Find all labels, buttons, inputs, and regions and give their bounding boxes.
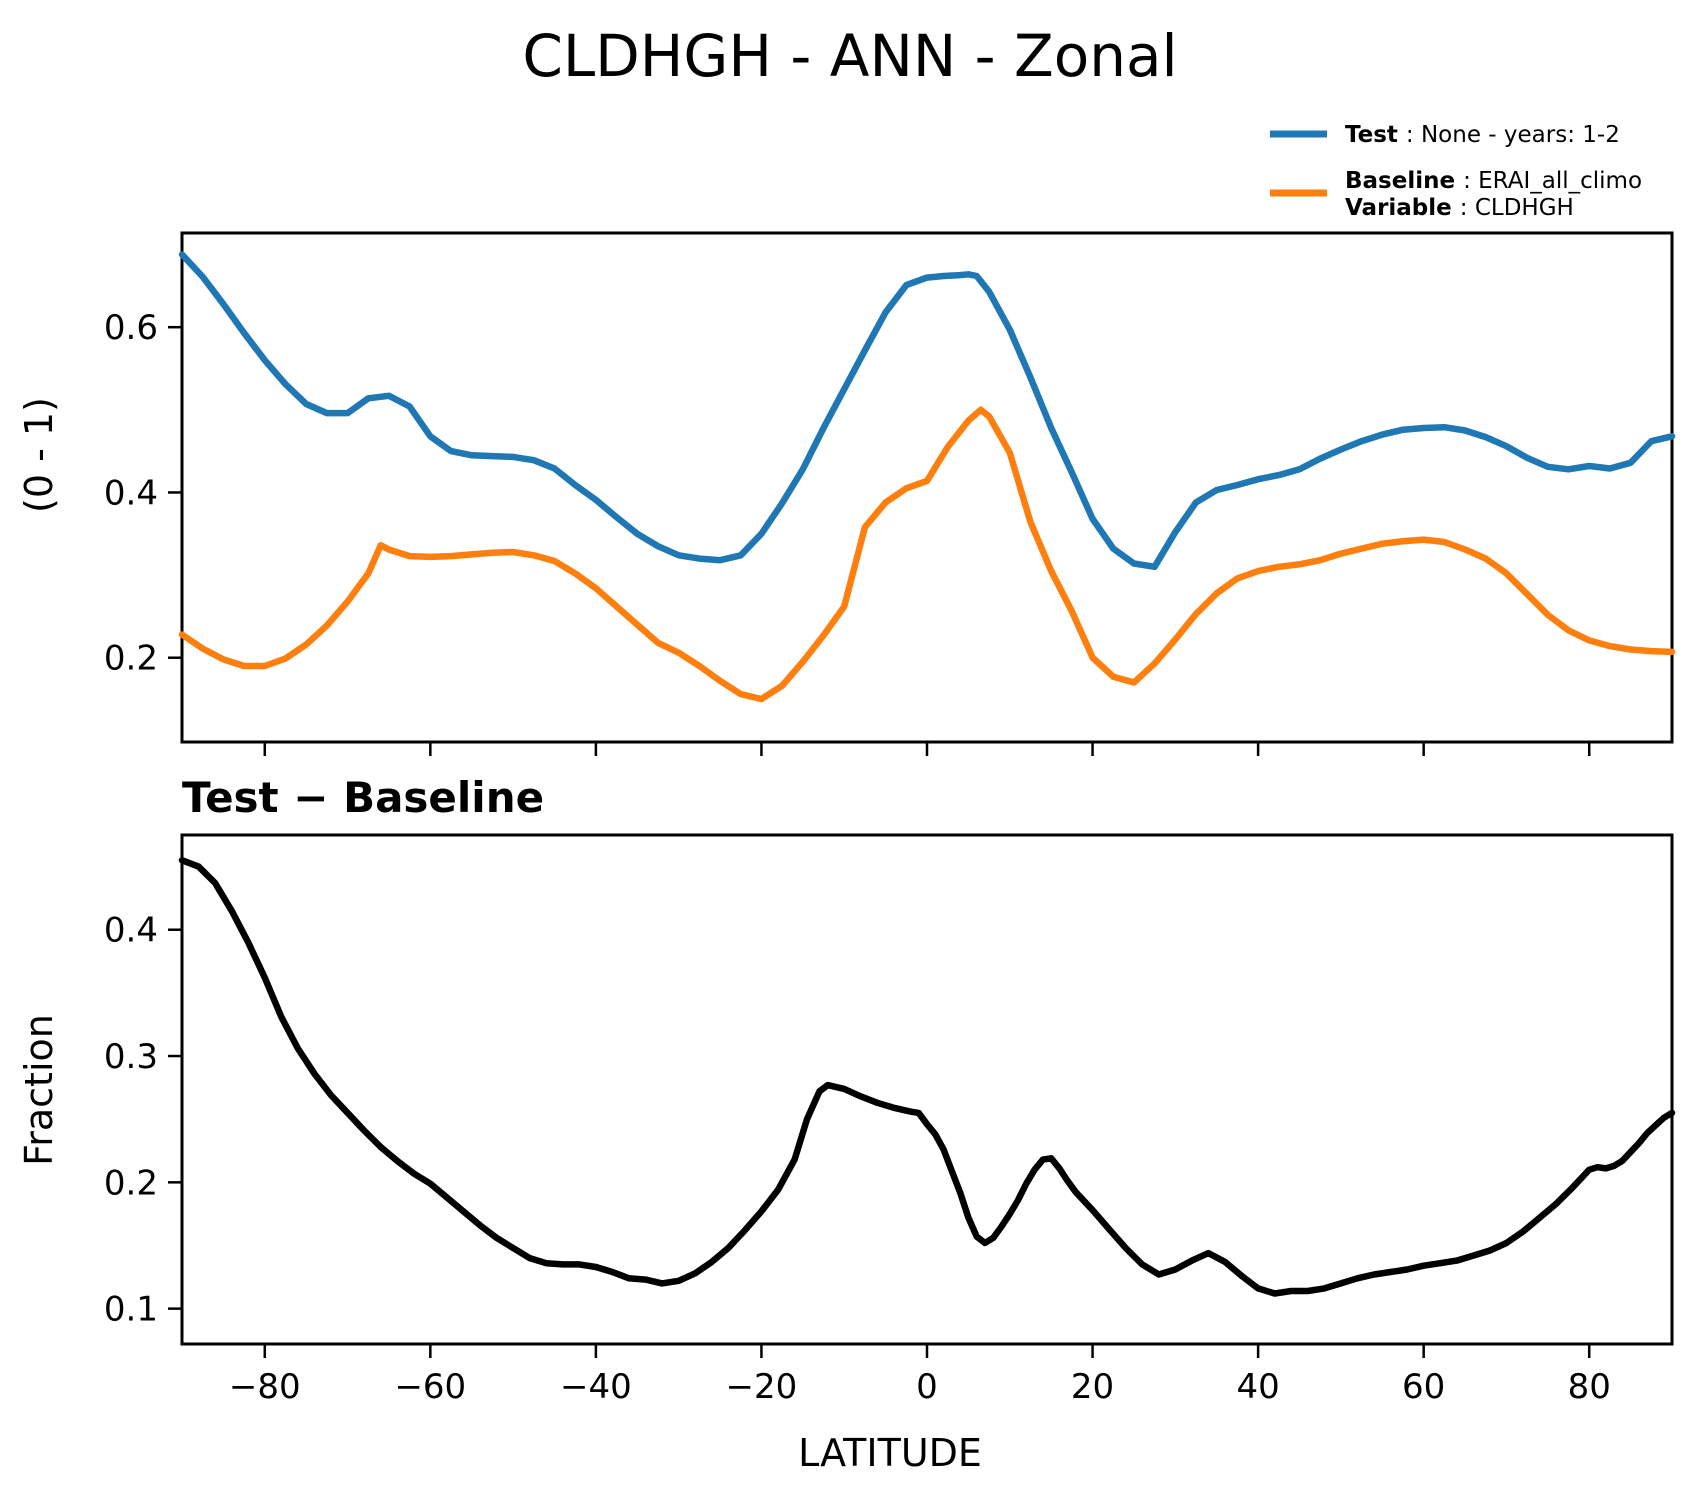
upper-axes-frame xyxy=(180,231,1674,744)
upper-axes-series xyxy=(178,251,1676,703)
legend-baseline-entry: Baseline: ERAI_all_climo xyxy=(1345,168,1642,194)
x-tick-label: 20 xyxy=(1071,1367,1114,1407)
lower-axes-ticks: −80 −60 −40 −20 0 20 40 60 80 0.1 0.2 0.3 0.4 xyxy=(104,911,1611,1407)
upper-axes: (0 - 1) 0.2 0.4 0.6 xyxy=(17,231,1676,756)
x-tick-label: −20 xyxy=(726,1367,798,1407)
lower-axes-series xyxy=(178,857,1676,1297)
x-tick-label: −80 xyxy=(229,1367,301,1407)
x-axis-label: LATITUDE xyxy=(798,1431,982,1475)
y-tick-label: 0.2 xyxy=(104,639,158,679)
y-tick-label: 0.1 xyxy=(104,1290,158,1330)
difference-panel-title: Test − Baseline xyxy=(182,773,544,822)
y-tick-label: 0.4 xyxy=(104,911,158,951)
x-tick-label: −40 xyxy=(560,1367,632,1407)
series-line xyxy=(178,251,1676,571)
series-line xyxy=(178,406,1676,703)
upper-axes-ticks: 0.2 0.4 0.6 xyxy=(104,308,1591,756)
legend-variable-entry: Variable: CLDHGH xyxy=(1345,195,1574,221)
y-tick-label: 0.2 xyxy=(104,1163,158,1203)
lower-y-axis-label: Fraction xyxy=(17,1014,61,1166)
lower-axes: Fraction LATITUDE −80 −60 −40 −20 0 20 40 60 80 0… xyxy=(17,833,1676,1475)
legend: Test: None - years: 1-2 Baseline: ERAI_a… xyxy=(1270,122,1642,221)
upper-y-axis-label: (0 - 1) xyxy=(17,397,61,513)
x-tick-label: 80 xyxy=(1568,1367,1611,1407)
x-tick-label: 60 xyxy=(1402,1367,1445,1407)
y-tick-label: 0.4 xyxy=(104,473,158,513)
x-tick-label: −60 xyxy=(394,1367,466,1407)
y-tick-label: 0.6 xyxy=(104,308,158,348)
lower-axes-frame xyxy=(180,833,1674,1346)
x-tick-label: 0 xyxy=(916,1367,938,1407)
series-line xyxy=(178,857,1676,1297)
x-tick-label: 40 xyxy=(1236,1367,1279,1407)
legend-test-entry: Test: None - years: 1-2 xyxy=(1345,122,1620,148)
page-title: CLDHGH - ANN - Zonal xyxy=(522,22,1177,90)
y-tick-label: 0.3 xyxy=(104,1037,158,1077)
